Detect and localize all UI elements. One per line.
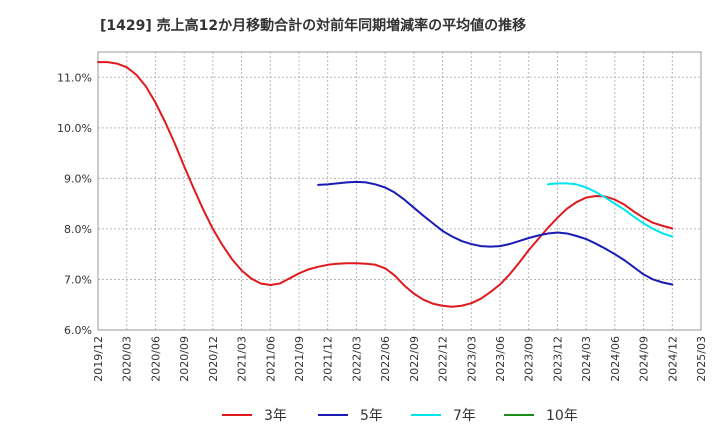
x-tick-label: 2023/03: [465, 336, 478, 382]
x-tick-label: 2024/09: [638, 336, 651, 382]
y-tick-label: 11.0%: [57, 71, 92, 84]
grid-lines: [97, 52, 702, 331]
x-tick-label: 2020/09: [178, 336, 191, 382]
x-axis-ticks: 2019/12 2020/03 2020/06 2020/09 2020/12 2021/…: [92, 336, 708, 382]
y-axis-ticks: 6.0% 7.0% 8.0% 9.0% 10.0% 11.0%: [57, 71, 92, 337]
series-line: [546, 182, 674, 238]
legend-label: 7年: [453, 408, 476, 424]
x-tick-label: 2024/03: [580, 336, 593, 382]
x-tick-label: 2022/09: [408, 336, 421, 382]
y-tick-label: 6.0%: [64, 324, 92, 337]
x-tick-label: 2024/12: [666, 336, 679, 382]
x-tick-label: 2023/06: [494, 336, 507, 382]
x-tick-label: 2021/09: [293, 336, 306, 382]
x-tick-label: 2023/12: [551, 336, 564, 382]
y-tick-label: 9.0%: [64, 172, 92, 185]
legend-label: 5年: [360, 408, 383, 424]
legend: 3年 5年 7年 10年: [222, 408, 578, 424]
x-tick-label: 2022/12: [437, 336, 450, 382]
series-line: [317, 180, 674, 286]
x-tick-label: 2020/12: [207, 336, 220, 382]
x-tick-label: 2021/03: [236, 336, 249, 382]
x-tick-label: 2024/06: [609, 336, 622, 382]
x-tick-label: 2021/06: [264, 336, 277, 382]
series-lines: [97, 61, 674, 308]
x-tick-label: 2019/12: [92, 336, 105, 382]
chart-title: [1429] 売上高12か月移動合計の対前年同期増減率の平均値の推移: [100, 17, 526, 34]
y-tick-label: 8.0%: [64, 223, 92, 236]
x-tick-label: 2022/03: [350, 336, 363, 382]
plot-area-border: [97, 51, 702, 331]
x-tick-label: 2020/03: [121, 336, 134, 382]
legend-label: 3年: [264, 408, 287, 424]
x-tick-label: 2023/09: [523, 336, 536, 382]
series-line: [97, 61, 674, 308]
y-tick-label: 7.0%: [64, 273, 92, 286]
y-tick-label: 10.0%: [57, 122, 92, 135]
x-tick-label: 2020/06: [149, 336, 162, 382]
x-tick-label: 2021/12: [322, 336, 335, 382]
x-tick-label: 2022/06: [379, 336, 392, 382]
legend-label: 10年: [546, 408, 578, 424]
x-tick-label: 2025/03: [695, 336, 708, 382]
